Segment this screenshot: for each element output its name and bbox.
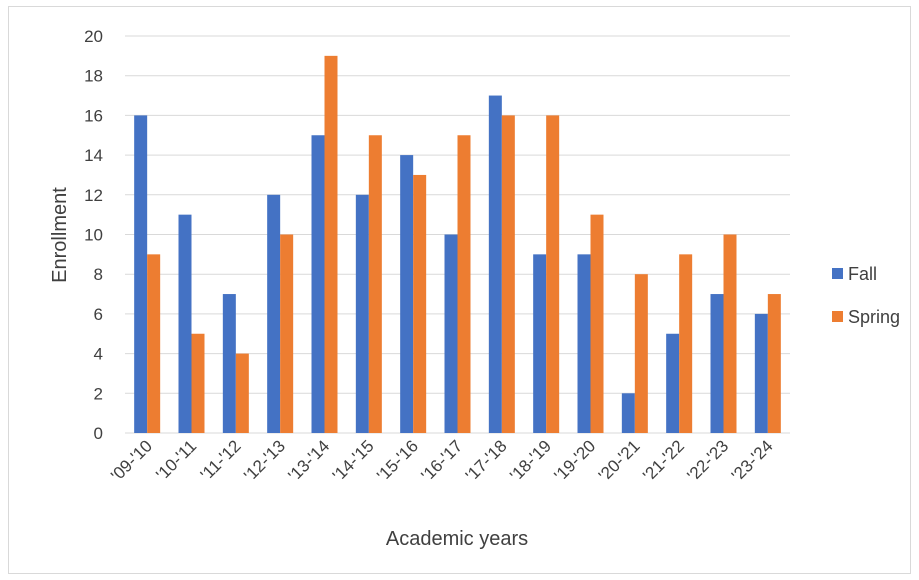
y-tick-label: 4 <box>94 345 103 364</box>
bar-fall-7 <box>444 234 458 433</box>
bar-fall-11 <box>621 393 635 433</box>
y-tick-label: 12 <box>84 186 103 205</box>
bar-spring-11 <box>634 274 648 433</box>
bar-fall-14 <box>754 313 768 433</box>
bar-fall-8 <box>488 95 502 434</box>
bar-fall-6 <box>400 155 414 433</box>
bar-spring-6 <box>413 174 427 433</box>
x-tick-label: '19-'20 <box>551 436 600 485</box>
x-tick-label: '23-'24 <box>728 436 777 485</box>
y-tick-label: 20 <box>84 27 103 46</box>
bar-fall-3 <box>267 194 281 433</box>
y-tick-label: 18 <box>84 67 103 86</box>
bar-spring-14 <box>767 294 781 433</box>
y-tick-label: 16 <box>84 106 103 125</box>
x-tick-label: '22-'23 <box>684 436 733 485</box>
bar-fall-1 <box>178 214 192 433</box>
legend-swatch-fall <box>832 268 843 279</box>
bar-spring-4 <box>324 55 338 433</box>
bar-fall-12 <box>666 333 680 433</box>
x-tick-labels: '09-'10'10-'11'11-'12'12-'13'13-'14'14-'… <box>107 436 776 485</box>
bar-spring-3 <box>280 234 294 433</box>
x-tick-label: '10-'11 <box>152 436 200 484</box>
bar-fall-13 <box>710 294 724 433</box>
y-tick-label: 10 <box>84 226 103 245</box>
x-tick-label: '09-'10 <box>107 436 156 485</box>
x-tick-label: '18-'19 <box>506 436 555 485</box>
bar-fall-5 <box>355 194 369 433</box>
bars <box>134 55 781 434</box>
bar-spring-5 <box>368 135 382 433</box>
y-tick-label: 2 <box>94 384 103 403</box>
y-tick-label: 6 <box>94 305 103 324</box>
bar-fall-9 <box>533 254 547 433</box>
x-tick-label: '16-'17 <box>418 436 467 485</box>
bar-spring-9 <box>546 115 560 434</box>
y-tick-label: 14 <box>84 146 103 165</box>
legend-label-fall: Fall <box>848 264 877 284</box>
legend-swatch-spring <box>832 311 843 322</box>
bar-spring-12 <box>679 254 693 433</box>
y-tick-label: 8 <box>94 265 103 284</box>
bar-spring-2 <box>235 353 249 433</box>
y-tick-label: 0 <box>94 424 103 443</box>
x-tick-label: '11-'12 <box>197 436 245 484</box>
legend: Fall Spring <box>832 264 900 327</box>
x-tick-label: '20-'21 <box>595 436 644 485</box>
y-tick-labels: 0 2 4 6 8 10 12 14 16 18 20 <box>84 27 103 443</box>
bar-fall-4 <box>311 135 325 433</box>
y-axis-title: Enrollment <box>49 187 71 283</box>
bar-spring-13 <box>723 234 737 433</box>
bar-fall-10 <box>577 254 591 433</box>
legend-label-spring: Spring <box>848 307 900 327</box>
x-tick-label: '12-'13 <box>240 436 289 485</box>
bar-spring-8 <box>501 115 515 434</box>
bar-spring-7 <box>457 135 471 433</box>
x-tick-label: '15-'16 <box>373 436 422 485</box>
x-tick-label: '14-'15 <box>329 436 378 485</box>
x-tick-label: '17-'18 <box>462 436 511 485</box>
bar-spring-1 <box>191 333 205 433</box>
x-tick-label: '21-'22 <box>639 436 688 485</box>
bar-fall-2 <box>222 294 236 433</box>
bar-spring-10 <box>590 214 604 433</box>
x-axis-title: Academic years <box>386 528 528 550</box>
bar-spring-0 <box>147 254 161 433</box>
x-tick-label: '13-'14 <box>285 436 334 485</box>
bar-fall-0 <box>134 115 148 434</box>
